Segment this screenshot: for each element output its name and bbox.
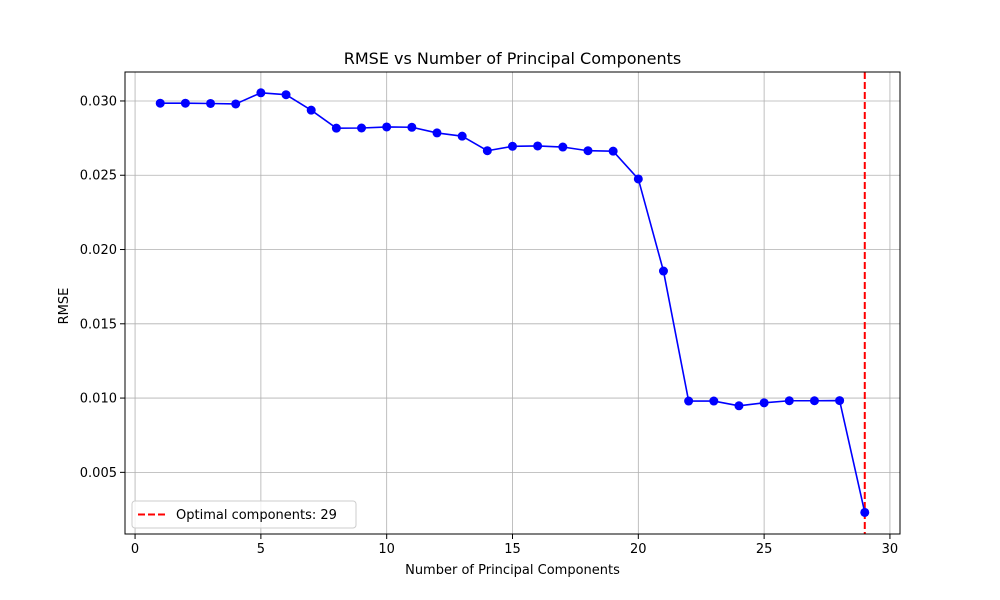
rmse-data-point [256,88,266,98]
rmse-data-point [558,142,568,152]
rmse-data-point [155,98,165,108]
legend-box [131,500,357,529]
rmse-data-point [809,396,819,406]
x-tick-label: 10 [378,542,395,557]
y-tick-label: 0.005 [80,466,117,481]
y-tick-label: 0.020 [80,243,117,258]
rmse-data-point [457,131,467,141]
rmse-data-point [306,105,316,115]
x-tick-label: 20 [630,542,647,557]
axis-ticks: 0 5 10 15 20 25 30 0.005 0.010 0.015 0.020 0.025 0.0… [80,94,898,557]
chart-title: RMSE vs Number of Principal Components [344,49,682,68]
x-tick-label: 30 [882,542,899,557]
rmse-data-point [508,141,517,151]
rmse-data-point [231,99,241,109]
rmse-data-point [281,90,291,100]
y-axis-label: RMSE [57,288,72,325]
rmse-data-point [835,396,845,406]
rmse-data-point [533,141,543,151]
rmse-data-point [633,174,643,184]
x-tick-label: 25 [756,542,773,557]
rmse-data-point [583,146,593,156]
rmse-data-point [180,98,190,108]
x-tick-label: 5 [257,542,265,557]
rmse-data-point [482,146,492,156]
rmse-data-point [860,507,870,517]
rmse-data-point [759,398,769,408]
series-layer [155,88,870,517]
rmse-data-point [734,401,744,411]
y-tick-label: 0.025 [80,169,117,184]
rmse-data-point [784,396,794,406]
rmse-data-point [331,123,341,133]
legend: Optimal components: 29 [131,500,357,529]
y-tick-label: 0.010 [80,392,117,407]
rmse-data-point [206,98,216,108]
rmse-data-point [658,266,668,276]
rmse-data-point [382,122,392,132]
rmse-data-point [608,146,618,156]
y-tick-label: 0.030 [80,94,117,109]
x-tick-label: 15 [504,542,521,557]
rmse-data-point [684,396,694,406]
legend-entry-label: Optimal components: 29 [176,508,337,523]
x-axis-label: Number of Principal Components [405,563,620,578]
y-tick-label: 0.015 [80,317,117,332]
rmse-data-point [357,123,367,133]
grid-lines [125,72,900,534]
rmse-data-point [407,122,417,132]
rmse-data-point [432,128,442,138]
x-tick-label: 0 [131,542,139,557]
rmse-data-point [709,396,719,406]
